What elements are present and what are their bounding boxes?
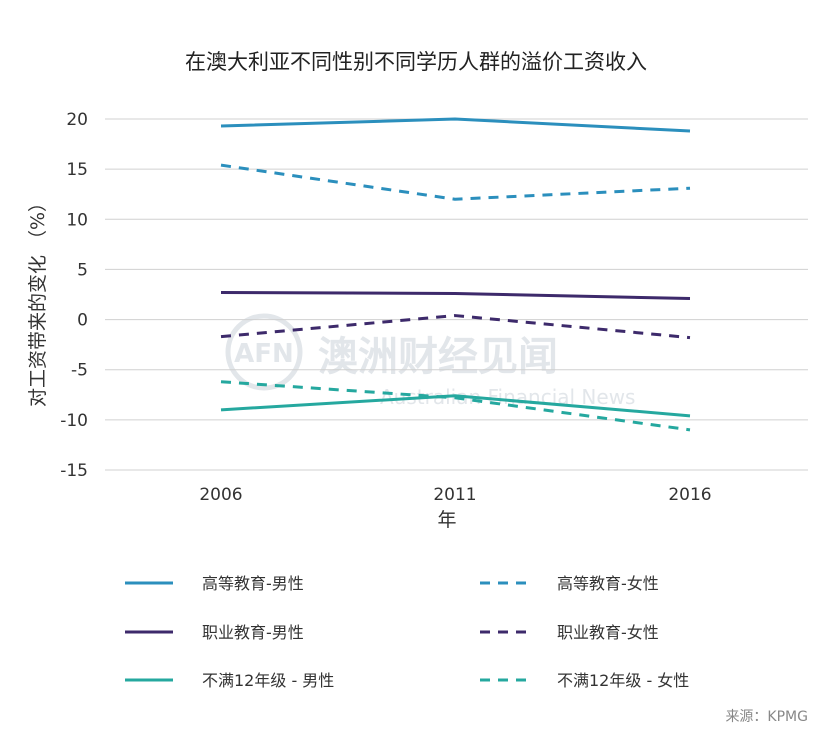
legend-label: 不满12年级 - 女性 bbox=[557, 671, 689, 690]
y-tick-label: 5 bbox=[77, 260, 88, 280]
x-tick-label: 2006 bbox=[199, 485, 242, 505]
watermark: AFN 澳洲财经见闻 Australian Financial News bbox=[225, 313, 635, 409]
grid-lines bbox=[105, 118, 808, 471]
legend-label: 高等教育-男性 bbox=[202, 574, 304, 593]
watermark-logo-circle bbox=[225, 313, 303, 391]
chart-title: 在澳大利亚不同性别不同学历人群的溢价工资收入 bbox=[185, 50, 647, 74]
y-tick-label: -5 bbox=[71, 361, 88, 381]
y-tick-labels: 20 15 10 5 0 -5 -10 -15 bbox=[60, 110, 88, 481]
legend-label: 职业教育-女性 bbox=[557, 623, 659, 642]
x-tick-label: 2016 bbox=[668, 485, 711, 505]
x-tick-labels: 2006 2011 2016 bbox=[199, 485, 711, 505]
y-tick-label: -15 bbox=[60, 461, 88, 481]
y-tick-label: 20 bbox=[66, 110, 88, 130]
series-line bbox=[220, 290, 691, 301]
series-line bbox=[220, 380, 691, 432]
y-tick-label: -10 bbox=[60, 411, 88, 431]
y-tick-label: 0 bbox=[77, 311, 88, 331]
series-line bbox=[220, 117, 691, 133]
series-line bbox=[220, 314, 691, 340]
watermark-logo: AFN bbox=[234, 339, 294, 369]
source-note: 来源：KPMG bbox=[725, 709, 808, 725]
series-line bbox=[220, 163, 691, 201]
series-lines bbox=[220, 117, 691, 432]
legend-label: 高等教育-女性 bbox=[557, 574, 659, 593]
watermark-text: 澳洲财经见闻 bbox=[318, 334, 558, 380]
series-line bbox=[220, 394, 691, 418]
y-tick-label: 15 bbox=[66, 160, 88, 180]
y-axis-label: 对工资带来的变化 （%） bbox=[27, 193, 49, 407]
legend-label: 不满12年级 - 男性 bbox=[202, 671, 334, 690]
y-tick-label: 10 bbox=[66, 210, 88, 230]
x-tick-label: 2011 bbox=[433, 485, 476, 505]
legend-label: 职业教育-男性 bbox=[202, 623, 304, 642]
x-axis-label: 年 bbox=[437, 509, 456, 531]
